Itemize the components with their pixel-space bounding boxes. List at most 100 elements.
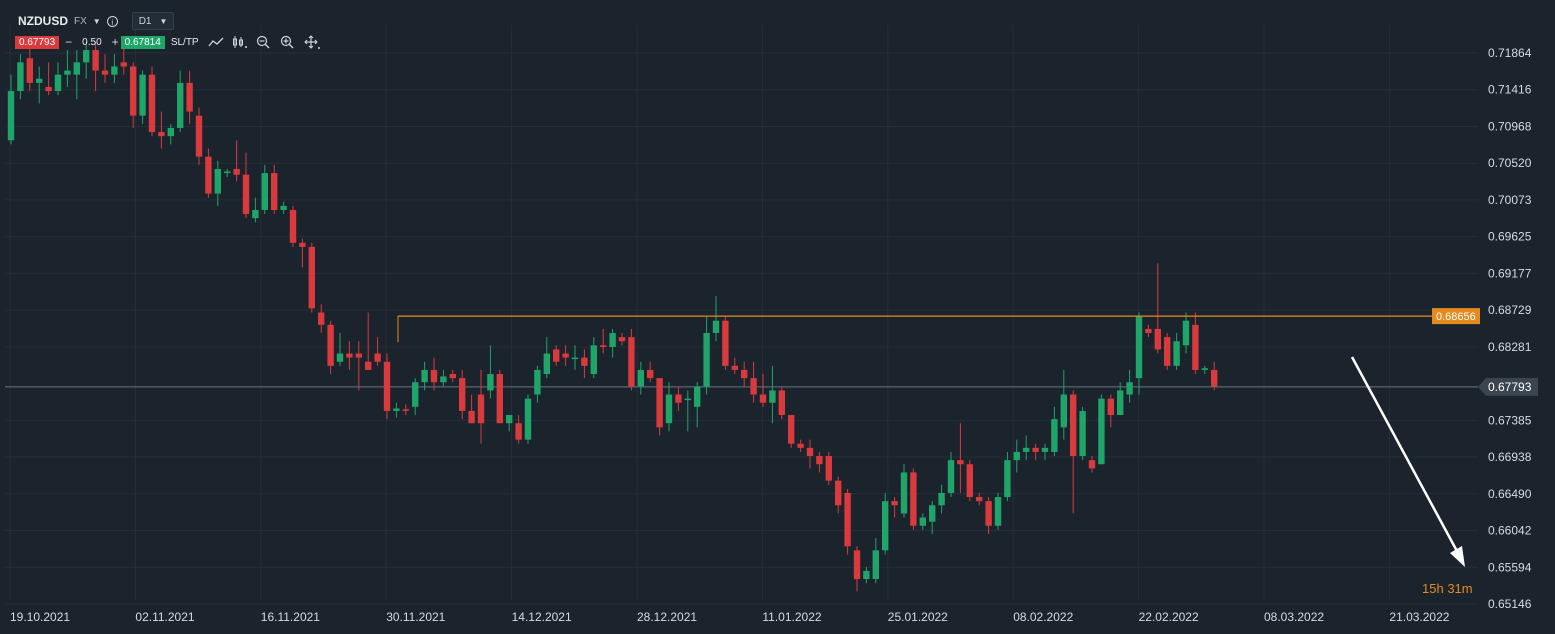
candle-body [750, 378, 757, 395]
candle [374, 337, 381, 366]
candle-body [440, 376, 447, 383]
symbol-name[interactable]: NZDUSD [18, 14, 68, 28]
sltp-button[interactable]: SL/TP [170, 36, 199, 48]
candle-body [1023, 447, 1030, 452]
candle [675, 386, 682, 411]
candle-body [863, 570, 870, 580]
candle [214, 160, 221, 206]
candle-body [308, 246, 315, 309]
candle [111, 54, 118, 83]
symbol-caret-down-icon[interactable]: ▼ [92, 16, 101, 26]
crosshair-move-icon[interactable] [303, 35, 321, 49]
x-tick-label: 16.11.2021 [261, 610, 320, 624]
line-chart-icon[interactable] [207, 35, 225, 49]
candle [26, 41, 33, 92]
down-arrow-annotation[interactable] [1350, 356, 1465, 567]
lot-decrease-button[interactable]: − [65, 35, 73, 49]
y-tick-label: 0.65594 [1488, 560, 1532, 574]
candle [524, 394, 532, 444]
candle [64, 50, 71, 87]
candle [835, 476, 842, 514]
candle-body [600, 345, 607, 347]
candle-body [101, 70, 109, 75]
y-tick-label: 0.71416 [1488, 83, 1532, 97]
candle [1013, 439, 1020, 473]
candle [1088, 456, 1096, 473]
candle-body [703, 333, 710, 387]
timeframe-caret-down-icon: ▼ [159, 16, 168, 26]
candle-body [1145, 328, 1152, 334]
grid [5, 25, 1478, 605]
candle-body [637, 369, 644, 387]
candle-body [506, 415, 513, 424]
info-icon[interactable]: i [106, 15, 118, 27]
candle [242, 152, 250, 219]
candle-body [1051, 419, 1058, 452]
candle [289, 205, 297, 247]
candle [590, 337, 597, 379]
candle-body [120, 62, 127, 67]
trade-bar: 0.67793 − 0.50 + 0.67814 SL/TP [15, 34, 321, 50]
zoom-out-icon[interactable] [255, 35, 273, 49]
candle-body [421, 369, 428, 383]
candle [120, 45, 127, 75]
candle-body [224, 171, 231, 174]
candle-body [64, 70, 71, 75]
candle [346, 341, 353, 370]
candle [637, 361, 644, 395]
candle [1117, 382, 1124, 416]
candle-body [806, 447, 814, 457]
candle [797, 439, 804, 452]
candle [609, 328, 616, 358]
y-tick-label: 0.68281 [1488, 340, 1532, 354]
candle [581, 349, 588, 379]
y-tick-label: 0.71864 [1488, 46, 1532, 60]
candle-body [1173, 341, 1180, 366]
candles [7, 41, 1218, 592]
candle [54, 62, 62, 96]
candle [919, 513, 926, 530]
x-tick-label: 21.03.2022 [1389, 610, 1449, 624]
candle-body [722, 320, 729, 366]
y-tick-label: 0.70073 [1488, 193, 1532, 207]
candle-body [647, 369, 654, 379]
candles-icon[interactable] [231, 35, 249, 49]
candle-body [534, 369, 541, 395]
zoom-in-icon[interactable] [279, 35, 297, 49]
candle [224, 168, 231, 178]
candle-body [318, 312, 325, 325]
candle [741, 361, 748, 387]
timeframe-value: D1 [138, 15, 152, 27]
candle-body [430, 369, 438, 383]
candle [534, 365, 541, 403]
candle-body [571, 357, 579, 360]
candle [148, 66, 156, 137]
candle [853, 546, 861, 592]
candle [816, 451, 823, 473]
candle-body [167, 127, 174, 137]
sell-price-button[interactable]: 0.67793 [15, 35, 60, 49]
resistance-price-label: 0.68656 [1432, 308, 1480, 325]
candle [1135, 312, 1143, 395]
current-price-label: 0.67793 [1478, 377, 1538, 396]
candle [205, 148, 212, 198]
candle [261, 164, 268, 215]
timeframe-select[interactable]: D1 ▼ [131, 12, 175, 30]
candle-body [966, 464, 973, 498]
lot-increase-button[interactable]: + [111, 35, 119, 49]
candle [600, 328, 607, 354]
buy-price-button[interactable]: 0.67814 [120, 35, 165, 49]
lot-size-input[interactable]: 0.50 [82, 36, 102, 48]
candle-body [797, 443, 804, 448]
candle-body [148, 74, 156, 133]
candle-body [515, 423, 522, 440]
candle-body [299, 242, 306, 247]
candle [976, 492, 983, 506]
candle [1004, 451, 1011, 502]
candle-body [712, 320, 720, 334]
candle [177, 70, 184, 133]
current-price-tag-box [1478, 377, 1538, 396]
candle-body [336, 353, 344, 362]
candle [468, 394, 475, 424]
